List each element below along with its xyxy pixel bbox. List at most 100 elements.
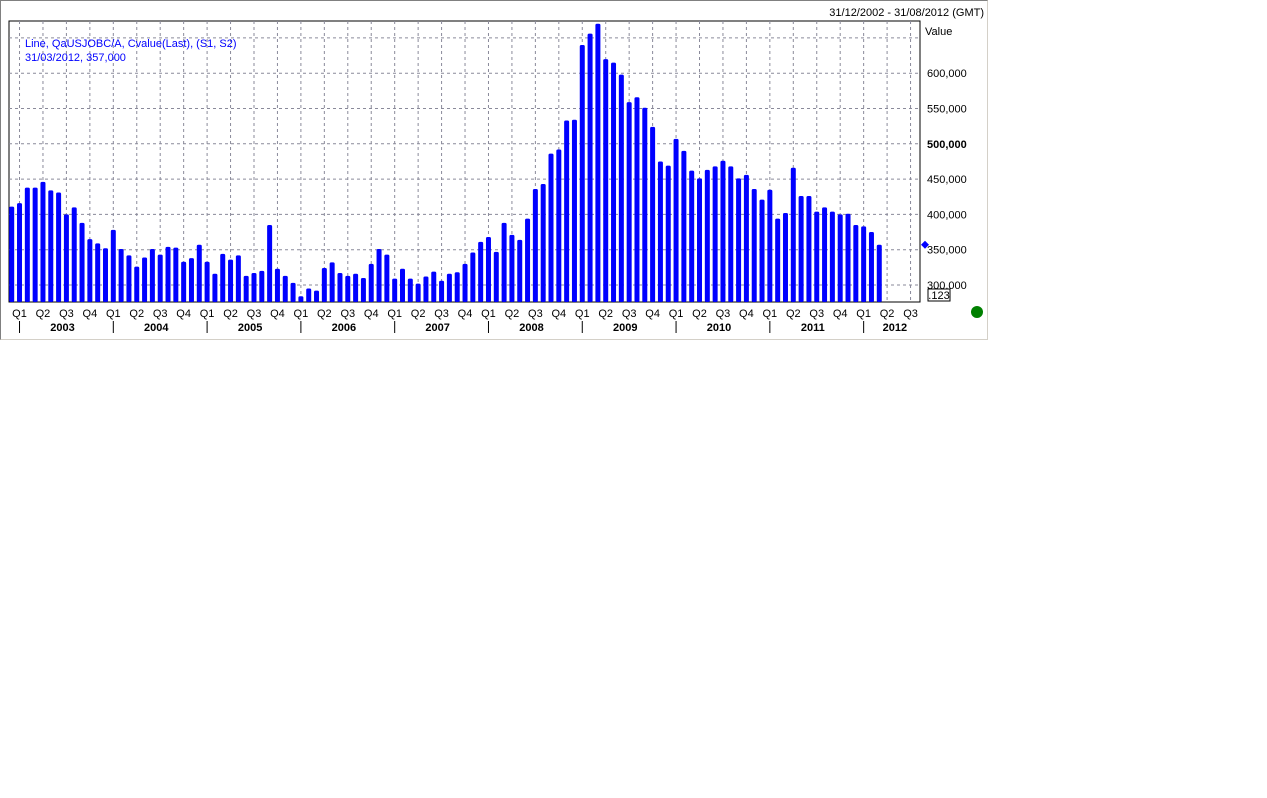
bar-2010-01 <box>673 138 679 302</box>
x-tick-label: Q3 <box>622 308 637 320</box>
bar-2003-09 <box>79 222 85 302</box>
x-tick-label: Q4 <box>739 308 754 320</box>
bar-2005-07 <box>251 272 257 302</box>
bars <box>9 23 882 303</box>
bar-2006-01 <box>298 296 304 302</box>
year-label: 2005 <box>238 322 262 334</box>
x-tick-label: Q4 <box>458 308 473 320</box>
y-tick-label: 350,000 <box>927 245 967 257</box>
x-tick-label: Q1 <box>106 308 121 320</box>
legend-last-point: 31/03/2012, 357,000 <box>25 52 126 64</box>
x-tick-label: Q2 <box>223 308 238 320</box>
y-tick-label: 450,000 <box>927 174 967 186</box>
bar-2004-01 <box>110 229 116 302</box>
bar-2004-12 <box>196 244 202 302</box>
bar-2005-10 <box>274 268 280 302</box>
bar-2012-02 <box>868 232 874 302</box>
x-tick-label: Q2 <box>505 308 520 320</box>
bar-2007-08 <box>446 273 452 302</box>
x-tick-label: Q2 <box>36 308 51 320</box>
x-tick-label: Q1 <box>200 308 215 320</box>
bar-2009-08 <box>634 97 640 302</box>
x-axis: Q1 Q2 Q3 Q4 Q1 Q2 Q3 Q4 Q1 Q2 Q3 Q4 Q1 Q2 Q3 Q4 Q1 Q2 Q3 Q4… <box>12 308 918 334</box>
bar-2004-10 <box>181 261 187 302</box>
bar-2011-04 <box>790 167 796 302</box>
bar-2003-10 <box>87 239 93 302</box>
x-tick-label: Q4 <box>176 308 191 320</box>
bar-2010-12 <box>759 199 765 302</box>
x-tick-label: Q1 <box>481 308 496 320</box>
bar-2009-07 <box>626 102 632 303</box>
bar-2009-01 <box>579 44 585 303</box>
chart-window <box>0 0 988 340</box>
bar-2003-05 <box>48 190 54 302</box>
bar-2012-01 <box>861 226 867 302</box>
y-tick-label: 400,000 <box>927 209 967 221</box>
bar-2006-07 <box>345 275 351 302</box>
bar-2011-02 <box>775 218 781 302</box>
bar-2007-03 <box>407 278 413 302</box>
year-label: 2007 <box>425 322 449 334</box>
x-tick-label: Q1 <box>575 308 590 320</box>
bar-2009-09 <box>642 107 648 302</box>
x-tick-label: Q1 <box>856 308 871 320</box>
current-value-marker-icon <box>921 240 929 249</box>
bar-2010-03 <box>689 170 695 302</box>
bar-2006-06 <box>337 272 343 302</box>
x-tick-label: Q3 <box>434 308 449 320</box>
bar-2004-06 <box>149 248 155 302</box>
bar-2009-12 <box>665 165 671 302</box>
bar-2010-04 <box>697 178 703 302</box>
bar-2007-06 <box>431 271 437 302</box>
scale-button[interactable] <box>927 288 951 302</box>
scale-button-label[interactable]: .123 <box>928 290 949 302</box>
bar-2009-05 <box>611 62 617 302</box>
bar-2010-02 <box>681 150 687 302</box>
legend-series: Line, QaUSJOBC/A, Cvalue(Last), (S1, S2) <box>25 38 237 50</box>
bar-2012-03 <box>876 244 882 302</box>
x-tick-label: Q4 <box>83 308 98 320</box>
date-range-label: 31/12/2002 - 31/08/2012 (GMT) <box>829 7 984 19</box>
x-tick-label: Q1 <box>669 308 684 320</box>
y-tick-label: 600,000 <box>927 68 967 80</box>
bar-2008-08 <box>540 184 546 302</box>
bar-2003-08 <box>71 207 77 302</box>
bar-2005-04 <box>228 259 234 302</box>
bar-2003-01 <box>17 203 23 302</box>
bar-2005-11 <box>282 275 288 302</box>
year-label: 2011 <box>801 322 825 334</box>
bar-2004-09 <box>173 247 179 302</box>
bar-2005-01 <box>204 261 210 302</box>
bar-2005-03 <box>220 253 226 302</box>
status-dot-icon <box>971 306 983 318</box>
bar-2007-02 <box>400 268 405 302</box>
bar-2008-11 <box>564 120 570 302</box>
year-label: 2012 <box>883 322 907 334</box>
x-tick-label: Q3 <box>340 308 355 320</box>
x-tick-label: Q4 <box>645 308 660 320</box>
bar-2004-02 <box>118 248 124 302</box>
x-tick-label: Q2 <box>411 308 426 320</box>
bar-2004-04 <box>134 266 140 302</box>
bar-2005-05 <box>235 255 241 302</box>
bar-2007-05 <box>423 276 429 302</box>
bar-2007-12 <box>478 241 484 302</box>
bar-2011-01 <box>767 189 773 302</box>
bar-2005-06 <box>243 275 249 302</box>
x-tick-label: Q4 <box>270 308 285 320</box>
bar-2011-09 <box>829 211 835 302</box>
x-tick-label: Q4 <box>833 308 848 320</box>
x-tick-label: Q3 <box>59 308 74 320</box>
bar-2010-06 <box>712 166 718 302</box>
bar-2011-03 <box>782 212 788 302</box>
bar-2005-08 <box>259 270 265 302</box>
bar-2011-05 <box>798 196 804 302</box>
bar-2007-07 <box>439 280 445 302</box>
bar-2003-03 <box>32 187 38 302</box>
bar-2008-12 <box>571 119 577 303</box>
bar-2010-09 <box>736 178 742 302</box>
bar-2005-09 <box>267 224 273 302</box>
bar-2004-08 <box>165 246 171 302</box>
year-label: 2010 <box>707 322 731 334</box>
